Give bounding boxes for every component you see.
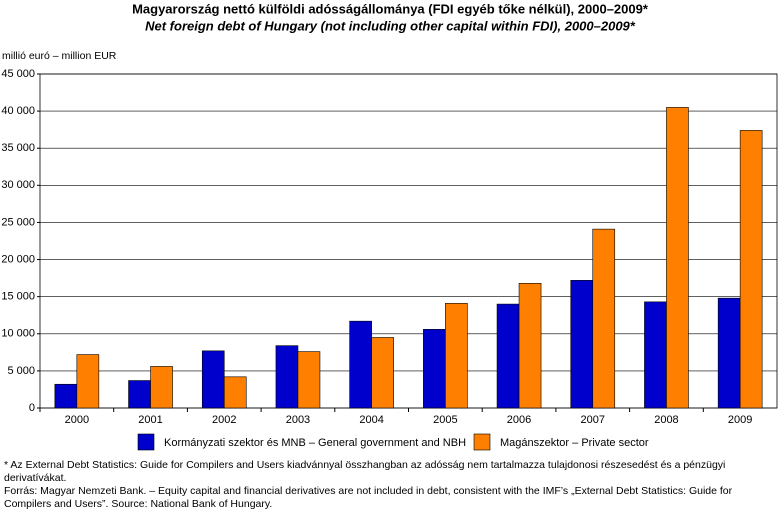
x-tick-label: 2003 xyxy=(286,414,310,426)
x-tick-label: 2008 xyxy=(654,414,678,426)
note: Forrás: Magyar Nemzeti Bank. – Equity ca… xyxy=(4,485,733,510)
bar xyxy=(496,303,520,409)
bar xyxy=(223,376,247,409)
y-tick-label: 20 000 xyxy=(1,253,35,265)
bar xyxy=(275,345,299,409)
bar xyxy=(150,366,173,409)
y-axis-label: millió euró – million EUR xyxy=(2,50,117,62)
bar xyxy=(666,107,689,409)
y-tick-label: 35 000 xyxy=(1,142,35,154)
x-tick-label: 2007 xyxy=(581,414,605,426)
note: * Az External Debt Statistics: Guide for… xyxy=(4,459,726,484)
bar xyxy=(717,297,741,409)
legend-swatch xyxy=(473,433,491,451)
bar xyxy=(423,329,446,409)
legend-label: Magánszektor – Private sector xyxy=(500,437,649,449)
bar xyxy=(54,383,78,409)
x-tick-label: 2006 xyxy=(507,414,531,426)
x-tick-label: 2002 xyxy=(212,414,236,426)
notes: * Az External Debt Statistics: Guide for… xyxy=(4,459,778,511)
y-tick-label: 10 000 xyxy=(1,328,35,340)
y-tick-label: 0 xyxy=(29,402,35,414)
bar xyxy=(518,283,542,409)
x-tick-label: 2009 xyxy=(728,414,752,426)
y-tick-label: 45 000 xyxy=(1,68,35,80)
x-tick-label: 2000 xyxy=(65,414,89,426)
y-tick-label: 15 000 xyxy=(1,291,35,303)
y-tick-label: 5 000 xyxy=(7,365,35,377)
y-tick-label: 40 000 xyxy=(1,105,35,117)
chart-title: Magyarország nettó külföldi adósságállom… xyxy=(132,1,649,16)
bar xyxy=(445,303,468,409)
chart: Magyarország nettó külföldi adósságállom… xyxy=(1,1,778,451)
bar xyxy=(201,350,225,409)
x-tick-label: 2004 xyxy=(359,414,383,426)
bar xyxy=(371,337,394,409)
legend-swatch xyxy=(137,433,155,451)
bar xyxy=(739,130,763,409)
chart-subtitle: Net foreign debt of Hungary (not includi… xyxy=(145,18,636,33)
y-tick-label: 30 000 xyxy=(1,179,35,191)
y-tick-label: 25 000 xyxy=(1,216,35,228)
legend-label: Kormányzati szektor és MNB – General gov… xyxy=(164,437,466,449)
bar xyxy=(570,280,594,409)
bar xyxy=(297,351,321,409)
x-tick-label: 2001 xyxy=(138,414,162,426)
bar xyxy=(76,354,100,409)
bar xyxy=(644,301,667,409)
bar xyxy=(592,228,616,409)
bar xyxy=(128,380,151,409)
bar xyxy=(349,320,372,409)
x-tick-label: 2005 xyxy=(433,414,457,426)
